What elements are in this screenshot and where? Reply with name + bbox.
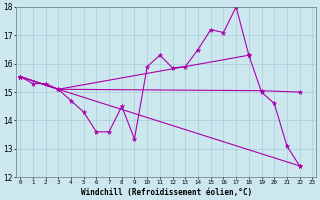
X-axis label: Windchill (Refroidissement éolien,°C): Windchill (Refroidissement éolien,°C) xyxy=(81,188,252,197)
